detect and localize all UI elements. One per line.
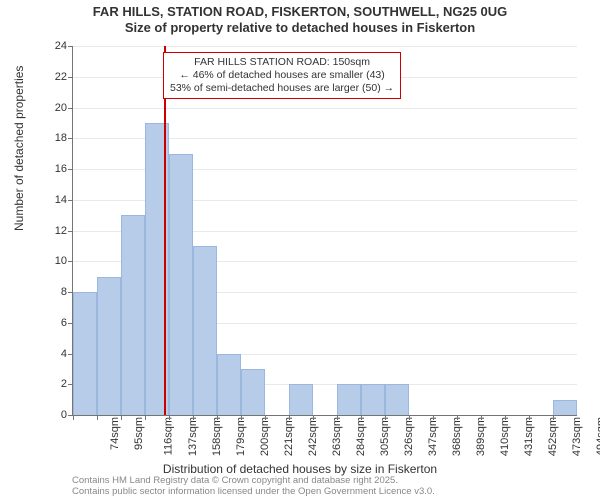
y-tick-label: 16 xyxy=(45,163,67,175)
x-tick-mark xyxy=(169,415,170,420)
x-tick-label: 452sqm xyxy=(547,417,559,456)
x-tick-mark xyxy=(193,415,194,420)
x-tick-label: 473sqm xyxy=(571,417,583,456)
x-tick-mark xyxy=(361,415,362,420)
x-tick-mark xyxy=(505,415,506,420)
y-tick-mark xyxy=(68,108,73,109)
bar xyxy=(385,384,409,415)
annotation-box: FAR HILLS STATION ROAD: 150sqm ← 46% of … xyxy=(163,52,401,99)
y-tick-label: 8 xyxy=(45,286,67,298)
y-tick-mark xyxy=(68,200,73,201)
x-tick-mark xyxy=(529,415,530,420)
x-tick-label: 242sqm xyxy=(307,417,319,456)
annotation-line-2: ← 46% of detached houses are smaller (43… xyxy=(170,69,394,82)
y-tick-label: 2 xyxy=(45,378,67,390)
y-tick-label: 10 xyxy=(45,255,67,267)
x-tick-mark xyxy=(241,415,242,420)
x-tick-label: 221sqm xyxy=(283,417,295,456)
x-tick-mark xyxy=(385,415,386,420)
chart-container: FAR HILLS, STATION ROAD, FISKERTON, SOUT… xyxy=(0,0,600,500)
bar xyxy=(553,400,577,415)
x-tick-label: 116sqm xyxy=(162,417,174,455)
x-tick-mark xyxy=(217,415,218,420)
title-line-1: FAR HILLS, STATION ROAD, FISKERTON, SOUT… xyxy=(0,4,600,20)
x-tick-label: 389sqm xyxy=(475,417,487,456)
x-tick-label: 494sqm xyxy=(595,417,600,456)
plot-area: 02468101214161820222474sqm95sqm116sqm137… xyxy=(72,46,577,416)
x-tick-label: 431sqm xyxy=(523,417,535,456)
bar xyxy=(289,384,313,415)
x-tick-label: 74sqm xyxy=(109,417,121,450)
gridline xyxy=(73,108,577,109)
chart-title: FAR HILLS, STATION ROAD, FISKERTON, SOUT… xyxy=(0,4,600,37)
y-tick-mark xyxy=(68,261,73,262)
y-tick-label: 18 xyxy=(45,132,67,144)
y-tick-label: 12 xyxy=(45,225,67,237)
bar xyxy=(241,369,265,415)
x-tick-mark xyxy=(145,415,146,420)
x-tick-mark xyxy=(409,415,410,420)
x-tick-label: 347sqm xyxy=(427,417,439,456)
bar xyxy=(361,384,385,415)
y-tick-mark xyxy=(68,138,73,139)
y-axis-label: Number of detached properties xyxy=(12,66,26,231)
bar xyxy=(97,277,121,415)
x-axis-label: Distribution of detached houses by size … xyxy=(0,462,600,476)
x-tick-mark xyxy=(481,415,482,420)
x-tick-mark xyxy=(73,415,74,420)
y-tick-label: 4 xyxy=(45,348,67,360)
bar xyxy=(193,246,217,415)
annotation-line-1: FAR HILLS STATION ROAD: 150sqm xyxy=(170,56,394,69)
bar xyxy=(217,354,241,416)
x-tick-label: 305sqm xyxy=(379,417,391,456)
x-tick-mark xyxy=(121,415,122,420)
x-tick-label: 95sqm xyxy=(133,417,145,450)
x-tick-label: 179sqm xyxy=(235,417,247,456)
x-tick-mark xyxy=(313,415,314,420)
x-tick-label: 284sqm xyxy=(355,417,367,456)
x-tick-label: 263sqm xyxy=(331,417,343,456)
annotation-line-3: 53% of semi-detached houses are larger (… xyxy=(170,82,394,95)
x-tick-label: 158sqm xyxy=(211,417,223,456)
reference-line xyxy=(164,46,166,415)
y-tick-label: 14 xyxy=(45,194,67,206)
x-tick-mark xyxy=(97,415,98,420)
bar xyxy=(337,384,361,415)
x-tick-mark xyxy=(553,415,554,420)
title-line-2: Size of property relative to detached ho… xyxy=(0,20,600,36)
footer-credits: Contains HM Land Registry data © Crown c… xyxy=(72,476,435,498)
y-tick-mark xyxy=(68,169,73,170)
y-tick-label: 24 xyxy=(45,40,67,52)
bar xyxy=(169,154,193,415)
x-tick-label: 368sqm xyxy=(451,417,463,456)
x-tick-mark xyxy=(265,415,266,420)
x-tick-mark xyxy=(457,415,458,420)
y-tick-label: 6 xyxy=(45,317,67,329)
x-tick-label: 200sqm xyxy=(259,417,271,456)
x-tick-label: 326sqm xyxy=(403,417,415,456)
gridline xyxy=(73,46,577,47)
bar xyxy=(121,215,145,415)
y-tick-mark xyxy=(68,77,73,78)
y-tick-label: 20 xyxy=(45,102,67,114)
x-tick-label: 410sqm xyxy=(499,417,511,456)
y-tick-label: 0 xyxy=(45,409,67,421)
footer-line-2: Contains public sector information licen… xyxy=(72,487,435,498)
x-tick-mark xyxy=(289,415,290,420)
y-tick-label: 22 xyxy=(45,71,67,83)
bar xyxy=(73,292,97,415)
x-tick-mark xyxy=(433,415,434,420)
x-tick-mark xyxy=(337,415,338,420)
y-tick-mark xyxy=(68,46,73,47)
y-tick-mark xyxy=(68,231,73,232)
x-tick-label: 137sqm xyxy=(187,417,199,456)
